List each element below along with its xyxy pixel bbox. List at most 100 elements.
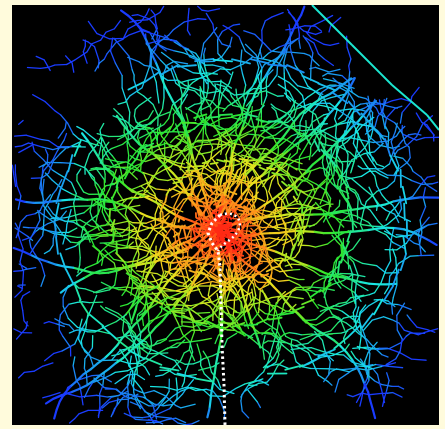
- road-segment-3277: [287, 186, 295, 195]
- road-segment-3097: [314, 201, 324, 212]
- road-segment-152: [176, 112, 182, 120]
- road-segment-3859: [402, 235, 407, 255]
- road-segment-1857: [129, 414, 137, 420]
- road-segment-1253: [324, 174, 333, 185]
- road-segment-1348: [167, 261, 171, 275]
- road-segment-3762: [172, 247, 176, 257]
- road-segment-650: [201, 295, 208, 300]
- road-segment-398: [408, 146, 411, 159]
- road-segment-2700: [133, 127, 146, 130]
- road-segment-3866: [333, 336, 349, 350]
- road-segment-3078: [13, 328, 22, 334]
- road-segment-1568: [144, 64, 151, 81]
- road-segment-4000: [236, 253, 245, 257]
- road-segment-646: [251, 288, 254, 298]
- road-segment-3485: [58, 392, 66, 403]
- road-segment-1037: [99, 122, 105, 131]
- road-segment-1461: [308, 152, 312, 161]
- road-segment-357: [122, 48, 130, 57]
- road-segment-931: [350, 274, 354, 291]
- road-segment-1896: [372, 196, 379, 205]
- road-segment-4: [217, 115, 220, 128]
- road-segment-3255: [109, 371, 116, 376]
- road-segment-206: [137, 399, 150, 407]
- road-segment-1528: [352, 238, 361, 250]
- road-segment-3175: [191, 77, 200, 84]
- road-segment-1149: [364, 137, 372, 149]
- road-segment-1611: [56, 139, 65, 152]
- road-segment-1440: [284, 310, 297, 314]
- road-segment-1128: [317, 374, 329, 383]
- road-segment-4038: [224, 202, 229, 216]
- road-segment-969: [200, 60, 215, 63]
- road-segment-3504: [74, 277, 85, 284]
- road-segment-609: [130, 308, 137, 325]
- road-segment-3379: [247, 312, 253, 324]
- road-segment-1067: [318, 84, 331, 90]
- road-segment-3707: [338, 133, 347, 142]
- road-segment-841: [385, 209, 396, 215]
- road-segment-2191: [138, 61, 145, 67]
- road-segment-2693: [290, 52, 297, 67]
- road-segment-3286: [129, 245, 143, 248]
- road-segment-1439: [276, 305, 287, 312]
- road-segment-2059: [298, 39, 301, 49]
- road-segment-1374: [255, 66, 260, 80]
- road-segment-1641: [128, 274, 131, 284]
- road-segment-1303: [397, 303, 412, 311]
- road-segment-3827: [110, 219, 116, 233]
- road-segment-2768: [241, 144, 254, 147]
- road-segment-2770: [259, 151, 264, 163]
- road-segment-3578: [182, 186, 190, 197]
- road-segment-2897: [89, 354, 95, 368]
- road-segment-2864: [173, 41, 182, 47]
- road-segment-1074: [258, 211, 267, 217]
- road-segment-3805: [310, 288, 322, 298]
- road-segment-3612: [143, 35, 150, 47]
- road-segment-3720: [277, 213, 289, 218]
- road-segment-2969: [396, 314, 398, 331]
- road-segment-3297: [257, 381, 268, 385]
- road-segment-1844: [325, 190, 332, 199]
- road-segment-2505: [151, 273, 160, 287]
- road-segment-2542: [281, 144, 292, 155]
- road-segment-3246: [39, 138, 50, 142]
- road-segment-803: [381, 113, 386, 130]
- map-frame[interactable]: [12, 5, 439, 425]
- road-segment-527: [148, 18, 156, 26]
- road-segment-2272: [149, 234, 158, 249]
- road-segment-1758: [199, 364, 205, 375]
- road-segment-1146: [266, 69, 274, 76]
- road-segment-1918: [94, 62, 101, 72]
- road-segment-4013: [226, 229, 234, 241]
- road-segment-3495: [152, 258, 163, 264]
- road-segment-2698: [323, 97, 330, 112]
- road-segment-967: [221, 44, 231, 58]
- road-segment-3112: [265, 258, 276, 269]
- road-segment-3730: [366, 205, 378, 209]
- road-segment-441: [217, 379, 222, 389]
- road-segment-3653: [257, 155, 267, 164]
- road-segment-1643: [121, 289, 127, 297]
- road-segment-1820: [169, 206, 184, 213]
- road-segment-1223: [178, 145, 187, 157]
- road-segment-2232: [180, 403, 196, 409]
- road-segment-3484: [63, 385, 72, 395]
- road-segment-2019: [225, 305, 231, 315]
- road-segment-1309: [138, 285, 153, 289]
- road-segment-3339: [350, 278, 362, 284]
- road-segment-2381: [415, 136, 426, 141]
- road-network-map[interactable]: [12, 5, 439, 425]
- road-segment-244: [296, 288, 305, 291]
- road-segment-264: [342, 273, 354, 282]
- road-segment-1035: [99, 139, 103, 150]
- road-segment-3889: [73, 139, 82, 157]
- road-segment-3366: [411, 231, 422, 238]
- road-segment-2222: [129, 355, 132, 366]
- road-segment-781: [295, 155, 311, 161]
- road-segment-2206: [124, 289, 137, 297]
- road-segment-443: [207, 358, 213, 373]
- road-segment-3147: [182, 169, 189, 177]
- road-segment-3451: [107, 362, 117, 371]
- road-segment-1134: [267, 340, 279, 343]
